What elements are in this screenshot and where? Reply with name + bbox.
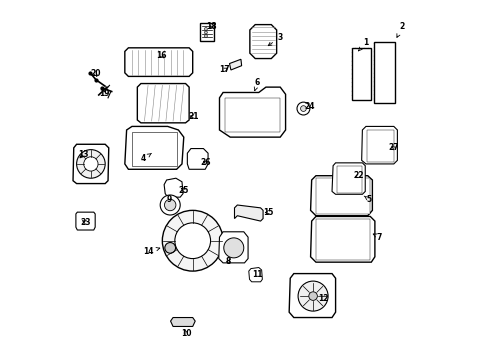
Text: 7: 7 bbox=[372, 233, 382, 242]
Text: 20: 20 bbox=[90, 69, 100, 78]
Text: 1: 1 bbox=[358, 38, 368, 51]
Text: 21: 21 bbox=[188, 112, 199, 121]
Circle shape bbox=[308, 292, 317, 300]
Text: 9: 9 bbox=[166, 195, 172, 204]
Polygon shape bbox=[170, 318, 195, 327]
Polygon shape bbox=[288, 274, 335, 318]
Circle shape bbox=[204, 31, 207, 34]
Text: 24: 24 bbox=[304, 102, 314, 111]
Polygon shape bbox=[229, 59, 241, 70]
Polygon shape bbox=[310, 176, 372, 216]
Circle shape bbox=[164, 243, 175, 253]
Polygon shape bbox=[200, 23, 214, 41]
Text: 25: 25 bbox=[178, 185, 188, 194]
Polygon shape bbox=[361, 126, 397, 164]
Text: 11: 11 bbox=[252, 270, 262, 279]
Text: 2: 2 bbox=[396, 22, 404, 37]
Polygon shape bbox=[248, 267, 262, 282]
Circle shape bbox=[296, 102, 309, 115]
Polygon shape bbox=[187, 149, 207, 169]
Bar bbox=[336, 166, 362, 193]
Text: 6: 6 bbox=[254, 78, 260, 91]
Text: 17: 17 bbox=[218, 66, 229, 75]
Polygon shape bbox=[76, 212, 95, 230]
Text: 8: 8 bbox=[225, 257, 231, 266]
Bar bbox=[373, 42, 394, 103]
Circle shape bbox=[77, 150, 105, 178]
Text: 19: 19 bbox=[99, 89, 109, 98]
Text: 5: 5 bbox=[364, 195, 371, 204]
Polygon shape bbox=[164, 178, 183, 197]
Circle shape bbox=[83, 157, 98, 171]
Text: 27: 27 bbox=[387, 143, 398, 152]
Circle shape bbox=[300, 106, 305, 111]
Text: 23: 23 bbox=[80, 218, 91, 227]
Circle shape bbox=[224, 238, 244, 258]
Bar bbox=[351, 48, 370, 100]
Circle shape bbox=[204, 27, 207, 30]
Polygon shape bbox=[310, 216, 374, 262]
Bar bbox=[132, 132, 176, 166]
Text: 12: 12 bbox=[318, 294, 328, 303]
Polygon shape bbox=[124, 126, 183, 169]
Polygon shape bbox=[234, 205, 263, 221]
Polygon shape bbox=[124, 48, 192, 76]
Bar bbox=[315, 178, 369, 214]
Bar bbox=[224, 98, 280, 132]
Text: 15: 15 bbox=[263, 208, 273, 217]
Circle shape bbox=[204, 35, 207, 37]
Polygon shape bbox=[218, 232, 247, 263]
Bar bbox=[315, 219, 369, 260]
Bar bbox=[366, 130, 393, 162]
Polygon shape bbox=[219, 87, 285, 137]
Text: 10: 10 bbox=[180, 329, 191, 338]
Text: 26: 26 bbox=[200, 158, 211, 167]
Polygon shape bbox=[73, 144, 108, 184]
Text: 4: 4 bbox=[141, 153, 151, 163]
Text: 3: 3 bbox=[268, 33, 282, 46]
Polygon shape bbox=[331, 163, 365, 194]
Polygon shape bbox=[249, 24, 276, 59]
Circle shape bbox=[175, 223, 210, 258]
Text: 16: 16 bbox=[156, 51, 166, 60]
Polygon shape bbox=[137, 84, 189, 123]
Circle shape bbox=[298, 281, 327, 311]
Text: 22: 22 bbox=[353, 171, 364, 180]
Text: 13: 13 bbox=[79, 150, 89, 159]
Text: 18: 18 bbox=[206, 22, 217, 31]
Text: 14: 14 bbox=[143, 247, 160, 256]
Circle shape bbox=[164, 199, 176, 211]
Circle shape bbox=[160, 195, 180, 215]
Circle shape bbox=[162, 210, 223, 271]
